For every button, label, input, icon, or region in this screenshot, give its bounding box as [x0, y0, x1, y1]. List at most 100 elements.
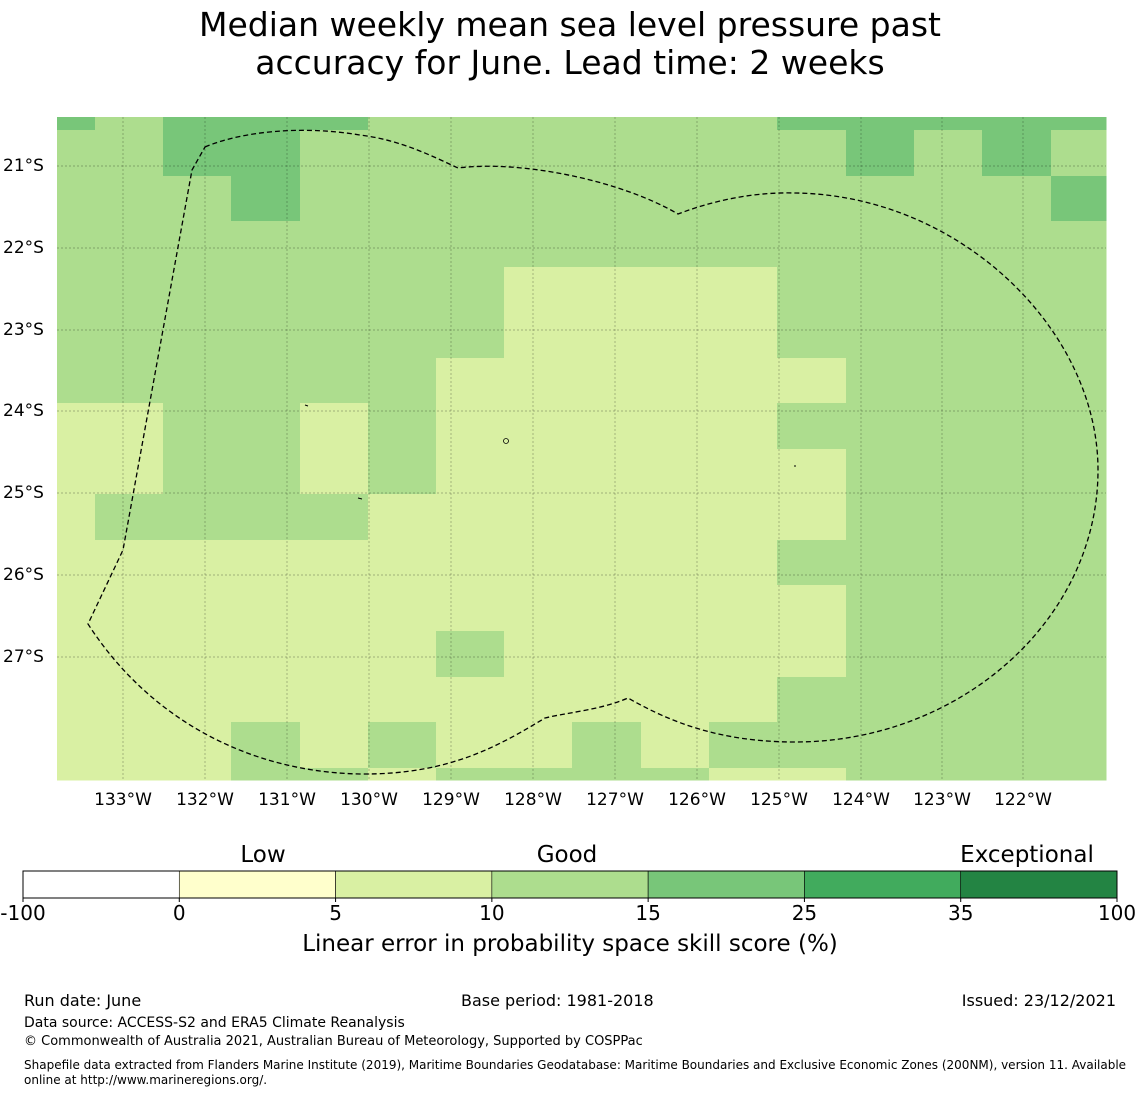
skill-cell [504, 631, 573, 678]
colorbar-segment [804, 870, 962, 899]
skill-cell [1051, 540, 1107, 586]
skill-cell [57, 267, 96, 313]
colorbar-segment [491, 870, 649, 899]
skill-cell [163, 358, 232, 404]
longitude-label: 132°W [176, 790, 234, 810]
skill-cell [982, 267, 1052, 313]
skill-cell [231, 631, 301, 678]
skill-cell [95, 449, 164, 495]
skill-cell [300, 221, 369, 268]
skill-cell [163, 221, 232, 268]
latitude-label: 25°S [3, 483, 44, 503]
colorbar [22, 870, 1118, 902]
skill-cell [231, 130, 301, 177]
skill-cell [709, 494, 778, 541]
longitude-label: 122°W [994, 790, 1052, 810]
skill-cell [504, 176, 573, 222]
skill-cell [95, 403, 164, 450]
colorbar-tick-label: 10 [479, 901, 505, 925]
skill-cell [777, 312, 847, 359]
copyright-notice: © Commonwealth of Australia 2021, Austra… [24, 1034, 643, 1049]
skill-cell [777, 221, 847, 268]
longitude-label: 133°W [94, 790, 152, 810]
skill-cell [436, 540, 505, 586]
skill-cell [1051, 494, 1107, 541]
skill-cell [777, 585, 847, 632]
skill-cell [572, 267, 642, 313]
skill-cell [709, 403, 778, 450]
skill-cell [368, 540, 437, 586]
skill-cell [231, 540, 301, 586]
skill-cell [57, 449, 96, 495]
colorbar-label: Linear error in probability space skill … [302, 931, 838, 957]
skill-cell [368, 403, 437, 450]
skill-cell [914, 631, 983, 678]
skill-cell [231, 722, 301, 769]
skill-cell [777, 403, 847, 450]
skill-cell [572, 221, 642, 268]
skill-cell [231, 677, 301, 723]
skill-cell [300, 540, 369, 586]
skill-cell [777, 540, 847, 586]
data-source: Data source: ACCESS-S2 and ERA5 Climate … [24, 1015, 405, 1031]
skill-cell [777, 494, 847, 541]
skill-cell [300, 267, 369, 313]
skill-cell [641, 312, 710, 359]
skill-cell [368, 312, 437, 359]
skill-cell [436, 312, 505, 359]
skill-cell [231, 312, 301, 359]
skill-cell [368, 722, 437, 769]
latitude-label: 26°S [3, 565, 44, 585]
skill-cell [641, 540, 710, 586]
skill-cell [641, 585, 710, 632]
skill-cell [300, 176, 369, 222]
longitude-label: 126°W [668, 790, 726, 810]
skill-cell [504, 130, 573, 177]
skill-cell [57, 358, 96, 404]
skill-cell [846, 267, 915, 313]
skill-cell [300, 449, 369, 495]
skill-cell [57, 768, 96, 781]
skill-cell [709, 540, 778, 586]
skill-cell [709, 221, 778, 268]
skill-cell [436, 631, 505, 678]
latitude-label: 23°S [3, 320, 44, 340]
skill-cell [572, 585, 642, 632]
skill-cell [846, 358, 915, 404]
skill-cell [300, 130, 369, 177]
colorbar-segment [960, 870, 1118, 899]
longitude-label: 124°W [832, 790, 890, 810]
island-mark [503, 438, 509, 444]
skill-cell [95, 130, 164, 177]
skill-cell [436, 130, 505, 177]
skill-cell [231, 403, 301, 450]
skill-cell [163, 631, 232, 678]
skill-cell [572, 358, 642, 404]
skill-cell [641, 117, 710, 131]
skill-cell [231, 449, 301, 495]
skill-cell [1051, 117, 1107, 131]
skill-cell [368, 631, 437, 678]
longitude-label: 131°W [258, 790, 316, 810]
issued-date: Issued: 23/12/2021 [961, 991, 1116, 1010]
skill-cell [709, 117, 778, 131]
skill-cell [436, 494, 505, 541]
skill-cell [368, 221, 437, 268]
skill-cell [572, 540, 642, 586]
skill-cell [57, 585, 96, 632]
skill-cell [163, 176, 232, 222]
skill-cell [436, 449, 505, 495]
skill-cell [436, 267, 505, 313]
skill-cell [982, 117, 1052, 131]
skill-cell [1051, 449, 1107, 495]
skill-cell [572, 768, 642, 781]
skill-cell [846, 677, 915, 723]
skill-cell [709, 449, 778, 495]
shapefile-credit-line-2: online at http://www.marineregions.org/. [24, 1073, 268, 1087]
run-date: Run date: June [24, 991, 142, 1010]
legend-category-low: Low [240, 842, 286, 868]
skill-cell [95, 631, 164, 678]
skill-cell [846, 117, 915, 131]
skill-cell [914, 267, 983, 313]
skill-cell [368, 358, 437, 404]
